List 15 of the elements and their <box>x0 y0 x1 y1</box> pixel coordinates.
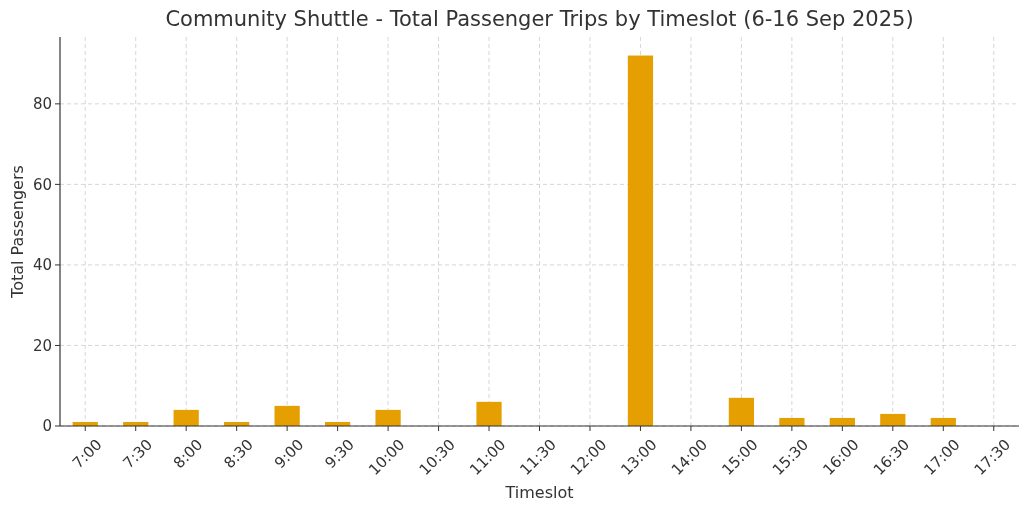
y-tick-label: 20 <box>32 336 52 355</box>
bar <box>880 413 906 426</box>
x-axis-title: Timeslot <box>504 483 574 502</box>
chart-title: Community Shuttle - Total Passenger Trips by Timeslot (6-16 Sep 2025) <box>165 7 914 31</box>
y-tick-label: 80 <box>32 95 52 114</box>
bar <box>728 397 755 426</box>
bar <box>173 409 199 426</box>
bar <box>476 401 502 426</box>
bar <box>627 55 654 426</box>
bar <box>274 405 300 426</box>
y-axis-title: Total Passengers <box>8 165 27 299</box>
bar <box>375 409 401 426</box>
y-tick-label: 0 <box>42 417 52 436</box>
y-tick-label: 40 <box>32 256 52 275</box>
y-tick-label: 60 <box>32 175 52 194</box>
